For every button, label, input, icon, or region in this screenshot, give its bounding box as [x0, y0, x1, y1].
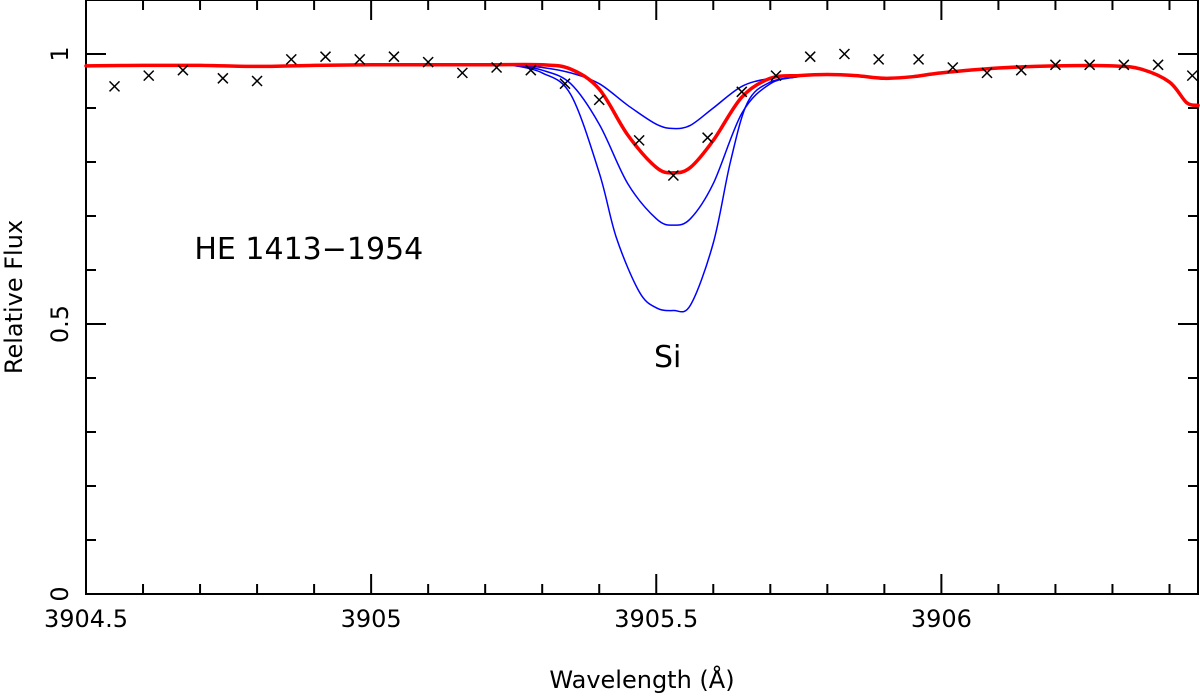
observed-point: [285, 53, 297, 65]
observed-point: [251, 75, 263, 87]
axis-ticks: [85, 0, 1198, 595]
observed-point: [1049, 59, 1061, 71]
observed-point: [633, 134, 645, 146]
observed-point: [913, 53, 925, 65]
observed-point: [667, 169, 679, 182]
observed-point: [702, 132, 714, 144]
observed-point: [1152, 59, 1164, 71]
observed-point: [354, 53, 366, 65]
observed-point: [1118, 59, 1130, 71]
y-axis-label: Relative Flux: [0, 220, 28, 374]
y-tick-label: 0: [46, 586, 74, 601]
series-layer: [84, 62, 1200, 313]
x-tick-label: 3905: [341, 605, 402, 633]
x-tick-label: 3905.5: [614, 605, 698, 633]
observed-point: [1084, 59, 1096, 71]
element-annotation: Si: [654, 340, 681, 375]
observed-point: [217, 72, 229, 84]
observed-point: [1186, 70, 1198, 82]
observed-point: [456, 67, 468, 79]
y-tick-label: 1: [46, 46, 74, 61]
synthetic-line: [512, 64, 800, 130]
best-fit-line: [84, 62, 1200, 175]
observed-point: [388, 51, 400, 63]
observed-point: [525, 64, 537, 76]
plot-frame: [85, 0, 1199, 595]
observed-point: [804, 51, 816, 63]
observed-point: [593, 94, 605, 106]
y-tick-label: 0.5: [46, 305, 74, 343]
observed-point: [770, 70, 782, 82]
observed-point: [838, 48, 850, 60]
observed-point: [981, 67, 993, 79]
observed-point: [491, 61, 503, 74]
star-name-annotation: HE 1413−1954: [194, 232, 423, 267]
observed-point: [108, 80, 121, 92]
observed-markers: [108, 48, 1198, 182]
observed-point: [177, 64, 189, 76]
synthetic-line: [512, 64, 800, 313]
observed-point: [422, 56, 434, 68]
x-tick-label: 3906: [911, 605, 972, 633]
observed-point: [1015, 64, 1027, 76]
synthetic-line: [512, 64, 800, 226]
observed-point: [143, 70, 155, 82]
observed-point: [947, 61, 959, 74]
observed-point: [736, 86, 748, 98]
x-axis-label: Wavelength (Å): [549, 665, 734, 694]
observed-point: [319, 51, 332, 63]
observed-point: [873, 53, 885, 65]
x-tick-label: 3904.5: [44, 605, 128, 633]
observed-point: [559, 78, 571, 90]
axis-tick-labels: 3904.5 3905 3905.5 3906 0 0.5 1: [44, 46, 972, 633]
